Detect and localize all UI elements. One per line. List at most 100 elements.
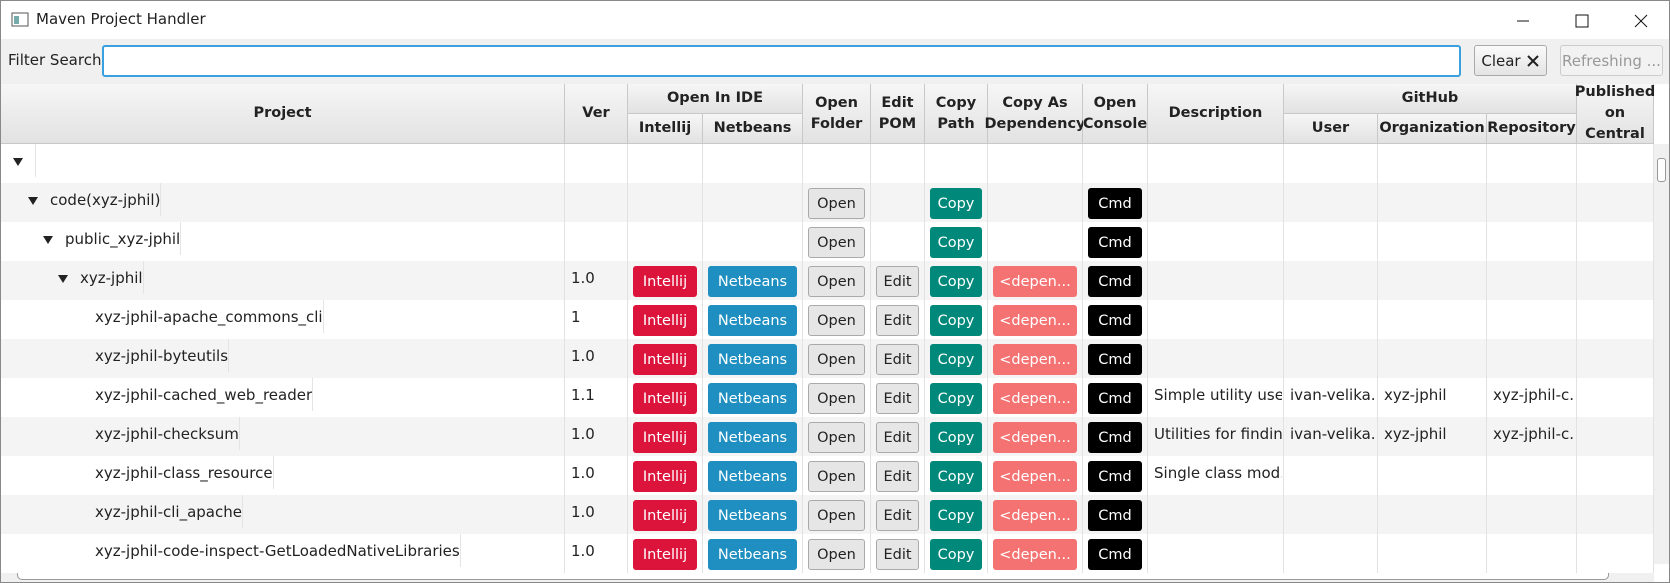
- column-header[interactable]: Open Folder: [803, 84, 871, 144]
- clear-button[interactable]: Clear: [1474, 45, 1547, 76]
- cell-border: [870, 456, 871, 495]
- column-header[interactable]: Project: [1, 84, 565, 144]
- dependency-button[interactable]: <depen...: [993, 383, 1077, 414]
- copy-button[interactable]: Copy: [930, 539, 982, 570]
- copy-button[interactable]: Copy: [930, 266, 982, 297]
- copy-button[interactable]: Copy: [930, 344, 982, 375]
- cell-border: [1283, 534, 1284, 573]
- dependency-button[interactable]: <depen...: [993, 461, 1077, 492]
- column-header[interactable]: Copy Path: [925, 84, 988, 144]
- column-header[interactable]: Open Console: [1083, 84, 1148, 144]
- edit-button[interactable]: Edit: [876, 500, 919, 531]
- cmd-button[interactable]: Cmd: [1088, 227, 1142, 258]
- cmd-button[interactable]: Cmd: [1088, 461, 1142, 492]
- edit-button[interactable]: Edit: [876, 305, 919, 336]
- dependency-button[interactable]: <depen...: [993, 344, 1077, 375]
- netbeans-button[interactable]: Netbeans: [708, 539, 797, 570]
- copy-button[interactable]: Copy: [930, 383, 982, 414]
- open-button[interactable]: Open: [808, 227, 865, 258]
- open-button[interactable]: Open: [808, 188, 865, 219]
- cmd-button[interactable]: Cmd: [1088, 539, 1142, 570]
- column-header[interactable]: Organization: [1378, 114, 1487, 144]
- dependency-button[interactable]: <depen...: [993, 305, 1077, 336]
- open-button[interactable]: Open: [808, 461, 865, 492]
- edit-button[interactable]: Edit: [876, 461, 919, 492]
- cmd-button[interactable]: Cmd: [1088, 305, 1142, 336]
- netbeans-button[interactable]: Netbeans: [708, 266, 797, 297]
- refresh-button[interactable]: Refreshing ...: [1560, 45, 1663, 76]
- expand-arrow[interactable]: [58, 275, 68, 283]
- column-header[interactable]: GitHub: [1284, 84, 1577, 114]
- cmd-button[interactable]: Cmd: [1088, 188, 1142, 219]
- cell-border: [987, 300, 988, 339]
- copy-button[interactable]: Copy: [930, 188, 982, 219]
- column-header[interactable]: Ver: [565, 84, 628, 144]
- open-button[interactable]: Open: [808, 266, 865, 297]
- copy-button[interactable]: Copy: [930, 461, 982, 492]
- dependency-button[interactable]: <depen...: [993, 539, 1077, 570]
- cell-border: [1147, 378, 1148, 417]
- edit-button[interactable]: Edit: [876, 539, 919, 570]
- cmd-button[interactable]: Cmd: [1088, 500, 1142, 531]
- repository: xyz-jphil-c...: [1493, 424, 1575, 443]
- netbeans-button[interactable]: Netbeans: [708, 383, 797, 414]
- cmd-button[interactable]: Cmd: [1088, 383, 1142, 414]
- cmd-button[interactable]: Cmd: [1088, 344, 1142, 375]
- netbeans-button[interactable]: Netbeans: [708, 461, 797, 492]
- intellij-button[interactable]: Intellij: [633, 383, 697, 414]
- window-controls[interactable]: [1501, 9, 1661, 33]
- edit-button[interactable]: Edit: [876, 422, 919, 453]
- intellij-button[interactable]: Intellij: [633, 422, 697, 453]
- intellij-button[interactable]: Intellij: [633, 500, 697, 531]
- column-header[interactable]: Repository: [1487, 114, 1577, 144]
- intellij-button[interactable]: Intellij: [633, 539, 697, 570]
- column-header[interactable]: Netbeans: [703, 114, 803, 144]
- dependency-button[interactable]: <depen...: [993, 422, 1077, 453]
- edit-button[interactable]: Edit: [876, 383, 919, 414]
- open-button[interactable]: Open: [808, 305, 865, 336]
- column-header[interactable]: Open In IDE: [628, 84, 803, 114]
- intellij-button[interactable]: Intellij: [633, 305, 697, 336]
- intellij-button[interactable]: Intellij: [633, 266, 697, 297]
- edit-button[interactable]: Edit: [876, 266, 919, 297]
- cell-border: [702, 261, 703, 300]
- dependency-button[interactable]: <depen...: [993, 266, 1077, 297]
- column-header[interactable]: Intellij: [628, 114, 703, 144]
- edit-button[interactable]: Edit: [876, 344, 919, 375]
- open-button[interactable]: Open: [808, 539, 865, 570]
- copy-button[interactable]: Copy: [930, 422, 982, 453]
- dependency-button[interactable]: <depen...: [993, 500, 1077, 531]
- open-button[interactable]: Open: [808, 500, 865, 531]
- copy-button[interactable]: Copy: [930, 305, 982, 336]
- open-button[interactable]: Open: [808, 344, 865, 375]
- column-header[interactable]: Description: [1148, 84, 1284, 144]
- netbeans-button[interactable]: Netbeans: [708, 500, 797, 531]
- filter-input[interactable]: [102, 45, 1461, 77]
- vertical-scrollbar[interactable]: [1654, 144, 1669, 564]
- cell-border: [924, 339, 925, 378]
- open-button[interactable]: Open: [808, 422, 865, 453]
- cell-border: [702, 222, 703, 261]
- netbeans-button[interactable]: Netbeans: [708, 344, 797, 375]
- column-header[interactable]: Edit POM: [871, 84, 925, 144]
- netbeans-button[interactable]: Netbeans: [708, 422, 797, 453]
- organization: xyz-jphil: [1384, 424, 1447, 443]
- column-header[interactable]: Published on Central: [1574, 84, 1656, 144]
- scroll-thumb[interactable]: [1657, 158, 1666, 182]
- cell-border: [802, 339, 803, 378]
- cmd-button[interactable]: Cmd: [1088, 422, 1142, 453]
- cmd-button[interactable]: Cmd: [1088, 266, 1142, 297]
- cell-border: [702, 534, 703, 573]
- intellij-button[interactable]: Intellij: [633, 344, 697, 375]
- copy-button[interactable]: Copy: [930, 500, 982, 531]
- column-header[interactable]: Copy As Dependency: [985, 84, 1086, 144]
- expand-arrow[interactable]: [28, 197, 38, 205]
- copy-button[interactable]: Copy: [930, 227, 982, 258]
- expand-arrow[interactable]: [13, 158, 23, 166]
- cell-border: [870, 339, 871, 378]
- column-header[interactable]: User: [1284, 114, 1378, 144]
- netbeans-button[interactable]: Netbeans: [708, 305, 797, 336]
- expand-arrow[interactable]: [43, 236, 53, 244]
- intellij-button[interactable]: Intellij: [633, 461, 697, 492]
- open-button[interactable]: Open: [808, 383, 865, 414]
